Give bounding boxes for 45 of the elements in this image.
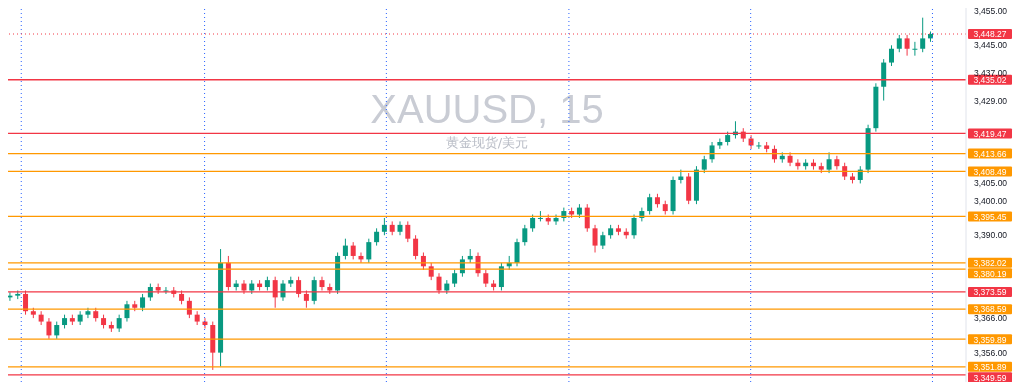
candlestick <box>888 44 894 67</box>
y-tick-label: 3,405.00 <box>974 178 1008 189</box>
y-tick-label: 3,366.00 <box>974 313 1008 324</box>
candlestick <box>584 203 590 233</box>
candlestick <box>834 155 840 171</box>
text: 黄金现货/美元 <box>444 135 530 150</box>
ref-line-label: 3,413.66 <box>973 148 1007 159</box>
candlestick <box>920 17 926 53</box>
y-tick-label: 3,445.00 <box>974 40 1008 51</box>
candlestick <box>912 41 918 57</box>
candlestick <box>647 193 653 216</box>
ref-line-label: 3,419.47 <box>973 128 1007 139</box>
y-tick-label: 3,356.00 <box>974 347 1008 358</box>
candlestick <box>592 224 598 253</box>
ref-line-label: 3,382.02 <box>973 258 1007 269</box>
candlestick <box>631 214 637 240</box>
ref-line-label: 3,395.45 <box>973 211 1007 222</box>
candlestick <box>904 34 910 57</box>
candlestick <box>413 234 419 260</box>
y-tick-label: 3,390.00 <box>974 230 1008 241</box>
ref-line-label: 3,359.89 <box>973 334 1007 345</box>
ref-line-label: 3,380.19 <box>973 268 1007 279</box>
candlestick <box>85 307 91 319</box>
candlestick <box>498 262 504 291</box>
y-tick-label: 3,400.00 <box>974 195 1008 206</box>
candlestick <box>397 220 403 236</box>
ref-line-label: 3,408.49 <box>973 166 1007 177</box>
y-tick-label: 3,429.00 <box>974 95 1008 106</box>
ref-line-label: 3,373.59 <box>973 287 1007 298</box>
candlestick <box>826 151 832 174</box>
candlestick <box>46 317 52 340</box>
y-tick-label: 3,455.00 <box>974 5 1008 16</box>
ref-line-label: 3,448.27 <box>973 29 1007 40</box>
candlestick <box>342 238 348 260</box>
ref-line-label: 3,349.59 <box>973 372 1007 383</box>
candlestick <box>38 310 44 326</box>
ref-line-label: 3,368.59 <box>973 304 1007 315</box>
candlestick <box>514 238 520 267</box>
ref-line-label: 3,351.89 <box>973 362 1007 373</box>
candlestick <box>311 276 317 305</box>
candlestick <box>405 220 411 243</box>
candlestick <box>366 238 372 264</box>
candlestick <box>522 224 528 247</box>
candlestick <box>756 141 762 150</box>
candlestick <box>163 286 169 295</box>
